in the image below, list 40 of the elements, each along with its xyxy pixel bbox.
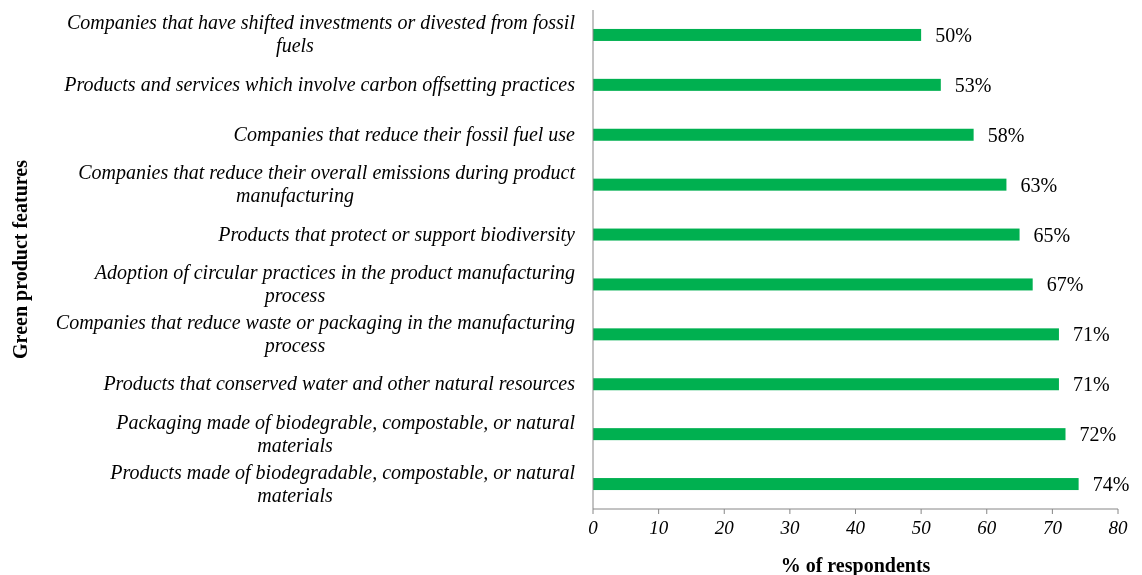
x-tick-label: 10 (649, 517, 669, 538)
bar (593, 178, 1007, 191)
data-label: 74% (1092, 473, 1130, 496)
x-tick-label: 20 (714, 517, 735, 538)
y-tick-label: Products that protect or support biodiversity (217, 222, 576, 246)
x-tick-label: 60 (977, 517, 997, 538)
x-tick-label: 50 (911, 517, 932, 538)
x-tick-label: 80 (1108, 517, 1128, 538)
y-tick-label: Companies that have shifted investments or divested from fossil fuels (66, 11, 576, 58)
bar (593, 278, 1033, 291)
x-tick-label: 0 (588, 517, 599, 538)
bar (593, 478, 1079, 491)
x-tick-label: 30 (779, 517, 800, 538)
y-tick-label: Products made of biodegradable, compostable, or natural materials (109, 460, 576, 506)
bar (593, 128, 974, 141)
data-label: 63% (1020, 173, 1058, 196)
y-tick-label: Packaging made of biodegrable, compostable, or natural materials (115, 410, 576, 456)
x-tick-label: 40 (846, 517, 866, 538)
y-tick-label: Products and services which involve carbon offsetting practices (63, 72, 576, 96)
data-label: 58% (987, 123, 1025, 146)
data-label: 72% (1079, 423, 1117, 446)
y-tick-label: Adoption of circular practices in the product manufacturing process (92, 260, 575, 307)
y-axis-title: Green product features (9, 159, 32, 359)
bar (593, 228, 1020, 241)
data-label: 71% (1072, 323, 1110, 346)
y-tick-label: Companies that reduce their fossil fuel use (233, 122, 576, 146)
bar (593, 28, 922, 41)
data-label: 65% (1033, 223, 1071, 246)
y-tick-label: Companies that reduce waste or packaging in the manufacturing process (55, 310, 575, 357)
y-tick-label: Products that conserved water and other natural resources (102, 372, 576, 395)
x-tick-label: 70 (1042, 517, 1063, 538)
data-label: 67% (1046, 273, 1084, 296)
bar (593, 428, 1066, 441)
data-label: 71% (1072, 373, 1110, 396)
data-label: 50% (935, 23, 972, 46)
bar (593, 378, 1059, 391)
bar (593, 328, 1059, 341)
data-label: 53% (954, 73, 992, 96)
y-tick-label: Companies that reduce their overall emissions during product manufacturing (78, 161, 576, 208)
bar (593, 78, 941, 91)
